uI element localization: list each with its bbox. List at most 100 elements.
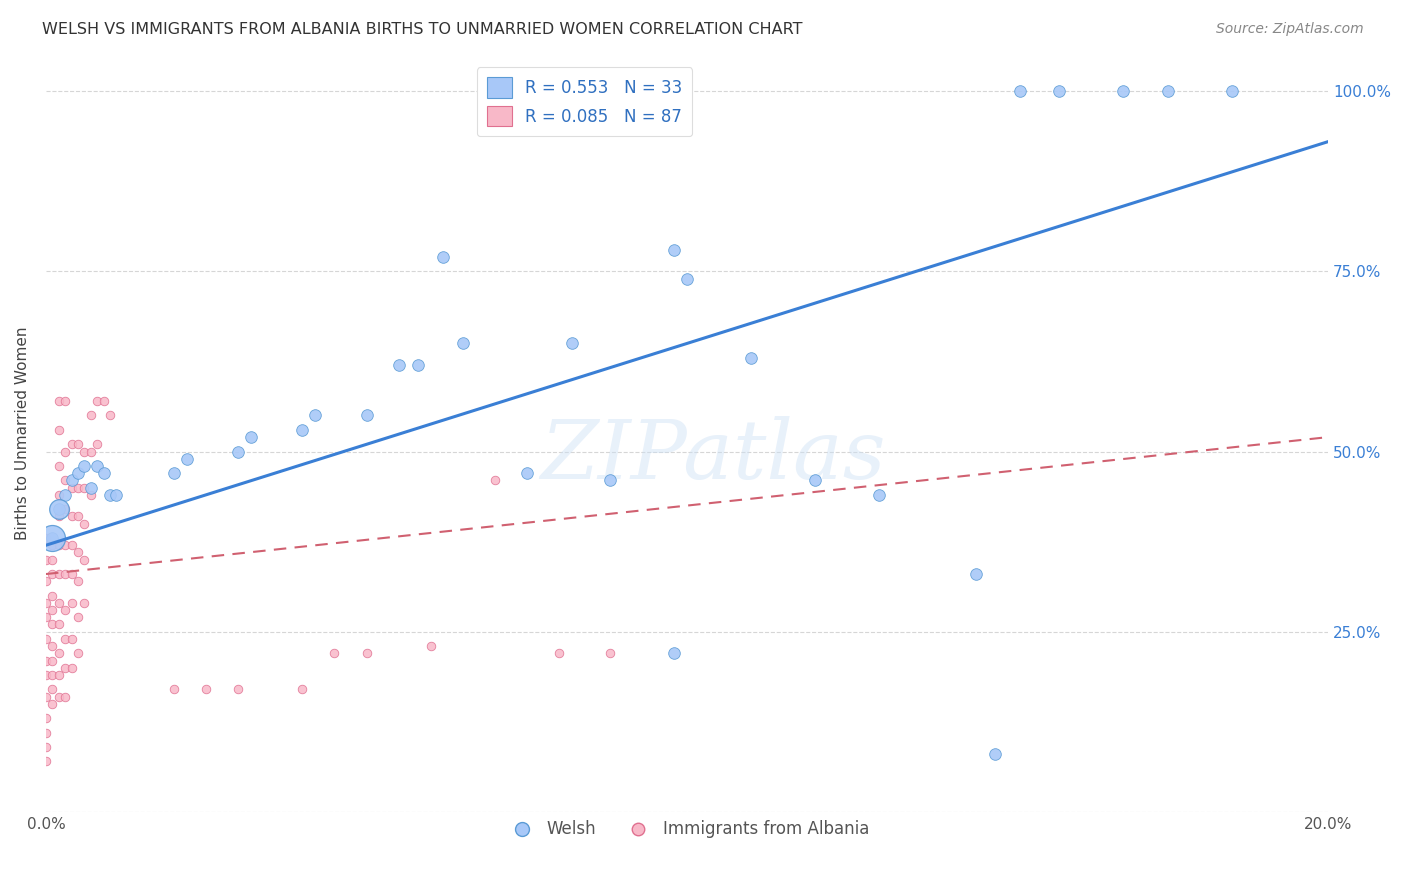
Point — [80, 481, 103, 495]
Point — [60, 596, 83, 610]
Text: WELSH VS IMMIGRANTS FROM ALBANIA BIRTHS TO UNMARRIED WOMEN CORRELATION CHART: WELSH VS IMMIGRANTS FROM ALBANIA BIRTHS … — [42, 22, 803, 37]
Point — [53, 632, 76, 646]
Point — [35, 632, 58, 646]
Point — [163, 466, 186, 480]
Point — [432, 250, 454, 264]
Point — [291, 423, 314, 437]
Text: Source: ZipAtlas.com: Source: ZipAtlas.com — [1216, 22, 1364, 37]
Point — [73, 458, 96, 473]
Point — [304, 409, 326, 423]
Point — [98, 488, 121, 502]
Point — [35, 739, 58, 754]
Point — [740, 351, 762, 365]
Point — [48, 567, 70, 582]
Point — [53, 488, 76, 502]
Point — [451, 336, 474, 351]
Point — [86, 458, 108, 473]
Point — [35, 755, 58, 769]
Point — [561, 336, 583, 351]
Point — [53, 394, 76, 409]
Point — [66, 646, 89, 660]
Point — [48, 458, 70, 473]
Point — [66, 545, 89, 559]
Point — [35, 725, 58, 739]
Point — [1220, 84, 1243, 98]
Point — [53, 603, 76, 617]
Point — [48, 646, 70, 660]
Point — [868, 488, 890, 502]
Point — [35, 596, 58, 610]
Point — [48, 617, 70, 632]
Point — [41, 668, 63, 682]
Point — [53, 690, 76, 704]
Point — [53, 502, 76, 516]
Point — [1010, 84, 1032, 98]
Point — [53, 444, 76, 458]
Point — [41, 639, 63, 653]
Point — [35, 690, 58, 704]
Point — [53, 661, 76, 675]
Point — [35, 610, 58, 624]
Point — [804, 474, 827, 488]
Point — [93, 466, 115, 480]
Point — [176, 451, 198, 466]
Point — [80, 444, 103, 458]
Point — [664, 646, 686, 660]
Point — [406, 358, 429, 372]
Point — [80, 488, 103, 502]
Point — [226, 682, 249, 697]
Point — [48, 596, 70, 610]
Point — [195, 682, 218, 697]
Point — [664, 243, 686, 257]
Point — [73, 596, 96, 610]
Point — [41, 538, 63, 552]
Point — [41, 603, 63, 617]
Point — [41, 589, 63, 603]
Point — [53, 538, 76, 552]
Point — [93, 394, 115, 409]
Point — [60, 437, 83, 451]
Point — [48, 690, 70, 704]
Point — [48, 423, 70, 437]
Point — [965, 567, 987, 582]
Point — [35, 574, 58, 589]
Point — [356, 646, 378, 660]
Point — [547, 646, 569, 660]
Point — [1047, 84, 1070, 98]
Point — [60, 567, 83, 582]
Point — [226, 444, 249, 458]
Point — [48, 538, 70, 552]
Point — [48, 394, 70, 409]
Point — [41, 531, 63, 545]
Point — [60, 632, 83, 646]
Point — [41, 654, 63, 668]
Point — [356, 409, 378, 423]
Point — [105, 488, 128, 502]
Point — [66, 466, 89, 480]
Point — [73, 481, 96, 495]
Point — [1157, 84, 1180, 98]
Point — [35, 552, 58, 566]
Point — [60, 481, 83, 495]
Point — [98, 409, 121, 423]
Point — [35, 654, 58, 668]
Text: ZIPatlas: ZIPatlas — [540, 417, 886, 496]
Point — [66, 610, 89, 624]
Point — [599, 474, 621, 488]
Point — [73, 444, 96, 458]
Point — [73, 552, 96, 566]
Point — [60, 509, 83, 524]
Point — [35, 531, 58, 545]
Point — [53, 567, 76, 582]
Point — [66, 574, 89, 589]
Point — [419, 639, 441, 653]
Point — [291, 682, 314, 697]
Y-axis label: Births to Unmarried Women: Births to Unmarried Women — [15, 326, 30, 541]
Point — [73, 516, 96, 531]
Legend: Welsh, Immigrants from Albania: Welsh, Immigrants from Albania — [498, 814, 876, 845]
Point — [323, 646, 346, 660]
Point — [53, 474, 76, 488]
Point — [60, 661, 83, 675]
Point — [60, 538, 83, 552]
Point — [66, 481, 89, 495]
